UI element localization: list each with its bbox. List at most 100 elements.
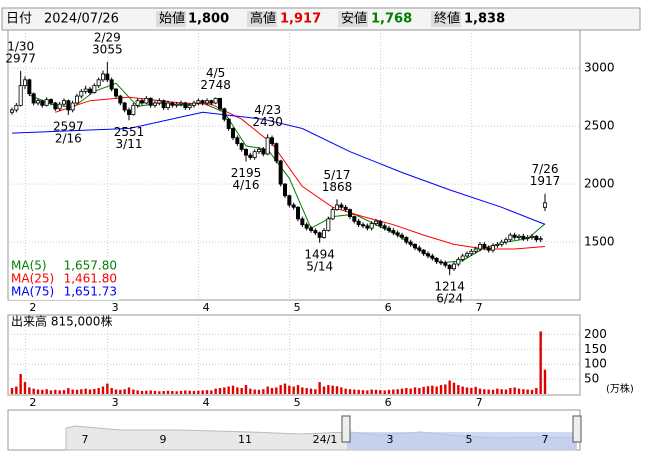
candle-body bbox=[404, 237, 409, 243]
annotation-value: 2977 bbox=[5, 51, 36, 65]
x-tick-label: 6 bbox=[385, 301, 392, 314]
volume-bar bbox=[41, 389, 44, 394]
volume-bar bbox=[184, 390, 187, 394]
candle-body bbox=[486, 247, 491, 251]
volume-bar bbox=[262, 389, 265, 394]
volume-bar bbox=[54, 389, 57, 394]
candle-body bbox=[460, 255, 465, 260]
y-tick-label: 3000 bbox=[584, 61, 615, 75]
price-panel bbox=[7, 29, 581, 301]
volume-bar bbox=[470, 388, 473, 394]
candle-body bbox=[165, 102, 170, 109]
volume-bar bbox=[32, 388, 35, 394]
volume-bar bbox=[348, 389, 352, 394]
navigator-label: 3 bbox=[387, 433, 394, 446]
volume-bar bbox=[132, 389, 135, 394]
volume-bar bbox=[49, 390, 53, 394]
candle-body bbox=[62, 100, 67, 105]
volume-bar bbox=[496, 388, 499, 394]
volume-panel bbox=[7, 314, 581, 396]
annotation-date: 5/17 bbox=[324, 168, 351, 182]
volume-bar bbox=[530, 389, 534, 394]
annotation-value: 1917 bbox=[530, 174, 561, 188]
ma-line bbox=[11, 111, 546, 225]
legend-name: MA(75) bbox=[11, 285, 54, 299]
candle-body bbox=[378, 220, 383, 227]
candle-body bbox=[170, 102, 175, 106]
candle-body bbox=[243, 148, 248, 156]
x-tick-label: 4 bbox=[203, 396, 210, 409]
volume-bar bbox=[153, 391, 157, 394]
candle-body bbox=[456, 259, 461, 265]
volume-bar bbox=[452, 382, 456, 394]
volume-bar bbox=[162, 391, 165, 394]
candle-body bbox=[382, 225, 387, 229]
y-tick-label: 150 bbox=[584, 342, 607, 356]
candle-body bbox=[308, 227, 313, 231]
volume-bar bbox=[301, 387, 304, 394]
volume-bar bbox=[136, 390, 139, 394]
volume-bar bbox=[75, 389, 79, 394]
volume-bar bbox=[218, 388, 222, 394]
candle-body bbox=[96, 79, 101, 87]
volume-bar bbox=[526, 389, 529, 394]
candle-body bbox=[538, 238, 543, 241]
candle-body bbox=[70, 102, 75, 111]
candle-body bbox=[386, 227, 391, 231]
volume-bar bbox=[145, 390, 148, 394]
volume-bar bbox=[296, 385, 300, 394]
volume-bar bbox=[106, 383, 109, 394]
volume-bar bbox=[188, 390, 191, 394]
annotation-value: 1214 bbox=[434, 280, 465, 294]
candle-body bbox=[334, 204, 339, 211]
volume-bar bbox=[197, 390, 200, 394]
volume-bar bbox=[71, 389, 74, 394]
volume-bar bbox=[483, 389, 486, 394]
candle-body bbox=[425, 253, 430, 257]
candle-body bbox=[317, 232, 322, 238]
ma-line bbox=[55, 96, 546, 250]
candle-body bbox=[183, 102, 188, 109]
candle-body bbox=[200, 100, 205, 104]
candle-body bbox=[321, 230, 326, 238]
candle-body bbox=[222, 108, 227, 120]
candle-body bbox=[248, 154, 253, 158]
annotation-value: 2597 bbox=[53, 119, 84, 133]
volume-bar bbox=[387, 389, 391, 394]
label-box bbox=[431, 11, 461, 27]
candle-body bbox=[421, 249, 426, 255]
volume-bar bbox=[500, 389, 503, 394]
navigator-handle[interactable] bbox=[341, 415, 351, 443]
candle-body bbox=[499, 241, 504, 245]
candle-body bbox=[88, 88, 93, 93]
volume-bar bbox=[36, 389, 40, 394]
volume-bar bbox=[396, 389, 399, 394]
candle-body bbox=[105, 73, 110, 81]
candle-body bbox=[399, 234, 404, 238]
candle-body bbox=[101, 73, 106, 81]
volume-bar bbox=[275, 387, 278, 394]
navigator-handle[interactable] bbox=[572, 415, 582, 443]
candle-body bbox=[83, 88, 88, 92]
annotation-date: 4/23 bbox=[254, 103, 281, 117]
candle-body bbox=[66, 100, 71, 111]
x-tick-label: 5 bbox=[294, 396, 301, 409]
candle-body bbox=[347, 209, 352, 217]
navigator-label: 9 bbox=[160, 433, 167, 446]
volume-title: 出来高 815,000株 bbox=[11, 314, 112, 329]
volume-bar bbox=[413, 387, 417, 394]
candle-body bbox=[178, 102, 183, 105]
volume-bar bbox=[253, 389, 256, 394]
low-label: 安値 bbox=[341, 11, 367, 27]
volume-bar bbox=[305, 388, 308, 394]
candle-body bbox=[295, 206, 300, 220]
candle-body bbox=[438, 261, 443, 264]
candle-body bbox=[477, 243, 482, 250]
candle-body bbox=[447, 264, 452, 270]
candle-body bbox=[114, 88, 119, 97]
candle-body bbox=[187, 104, 192, 109]
annotation-date: 2/16 bbox=[55, 131, 82, 145]
volume-bar bbox=[431, 385, 434, 394]
volume-bar bbox=[236, 387, 239, 394]
